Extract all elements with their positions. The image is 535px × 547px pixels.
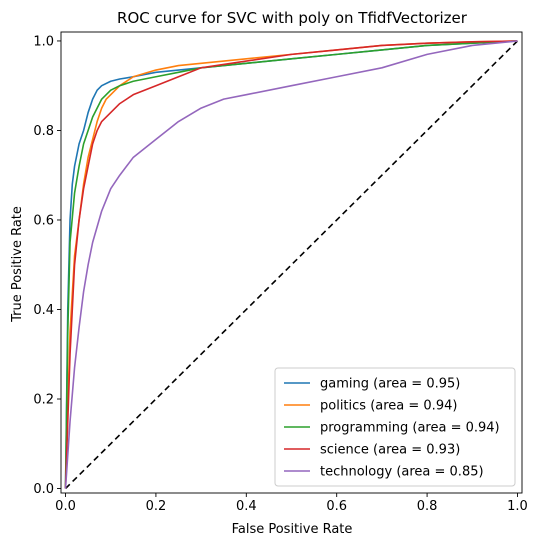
- series-line-2: [64, 40, 518, 489]
- x-tick-label: 0.0: [55, 499, 76, 514]
- y-tick-label: 0.6: [33, 213, 54, 228]
- legend-box: [274, 367, 516, 487]
- x-tick-label: 0.6: [326, 499, 347, 514]
- y-axis-label: True Positive Rate: [10, 206, 25, 323]
- legend: gaming (area = 0.95) politics (area = 0.9…: [274, 367, 516, 487]
- x-tick-label: 0.2: [146, 499, 167, 514]
- legend-label-1: politics (area = 0.94): [320, 399, 457, 414]
- x-tick-label: 0.8: [417, 499, 438, 514]
- plot-area: 0.0 0.2 0.4 0.6 0.8 1.0 0.0 0.2 0.4 0.6 0.8 1.0: [33, 31, 528, 514]
- plot-frame: [60, 31, 523, 494]
- series-line-3: [64, 40, 518, 489]
- series-line-4: [64, 40, 518, 489]
- y-axis-ticks: 0.0 0.2 0.4 0.6 0.8 1.0: [33, 34, 61, 497]
- y-tick-label: 0.2: [33, 393, 54, 408]
- legend-label-0: gaming (area = 0.95): [320, 377, 460, 392]
- legend-items: gaming (area = 0.95) politics (area = 0.9…: [284, 377, 500, 480]
- legend-label-2: programming (area = 0.94): [320, 421, 500, 436]
- legend-label-4: technology (area = 0.85): [320, 465, 484, 480]
- legend-label-3: science (area = 0.93): [320, 443, 460, 458]
- x-tick-label: 0.4: [236, 499, 257, 514]
- x-tick-label: 1.0: [507, 499, 528, 514]
- chart-title: ROC curve for SVC with poly on TfidfVect…: [117, 9, 468, 27]
- y-tick-label: 0.4: [33, 303, 54, 318]
- y-tick-label: 0.0: [33, 482, 54, 497]
- x-axis-label: False Positive Rate: [232, 522, 353, 537]
- y-tick-label: 1.0: [33, 34, 54, 49]
- reference-diagonal-line: [64, 40, 519, 490]
- y-tick-label: 0.8: [33, 124, 54, 139]
- x-axis-ticks: 0.0 0.2 0.4 0.6 0.8 1.0: [55, 493, 528, 514]
- series-lines: [64, 40, 518, 489]
